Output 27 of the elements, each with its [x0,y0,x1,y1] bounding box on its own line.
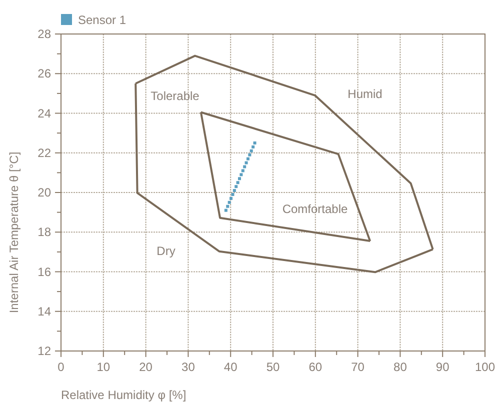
y-tick-label: 26 [38,66,52,81]
annotation: Dry [156,244,176,258]
y-tick-label: 14 [38,304,52,318]
x-tick-label: 100 [474,360,496,374]
x-axis-title: Relative Humidity φ [%] [61,388,186,402]
y-tick-label: 12 [38,344,52,358]
y-tick-label: 24 [38,106,52,120]
y-tick-label: 20 [38,186,52,200]
x-tick-label: 50 [266,360,280,374]
legend-label: Sensor 1 [78,13,126,27]
x-tick-label: 30 [182,360,196,374]
annotation: Tolerable [150,89,200,103]
y-tick-label: 28 [38,27,52,41]
y-axis-title: Internal Air Temperature θ [°C] [7,152,21,314]
x-tick-label: 0 [58,360,65,374]
x-tick-label: 90 [436,360,450,374]
x-tick-label: 80 [394,360,408,374]
x-tick-label: 20 [139,360,153,374]
annotation: Comfortable [282,202,348,216]
x-tick-label: 60 [308,360,322,374]
annotation: Humid [348,87,382,101]
x-tick-label: 10 [96,360,110,374]
y-tick-label: 18 [38,225,52,240]
x-tick-label: 40 [224,360,238,374]
x-tick-label: 70 [351,360,365,374]
y-tick-label: 16 [38,264,52,279]
y-tick-label: 22 [38,146,52,160]
